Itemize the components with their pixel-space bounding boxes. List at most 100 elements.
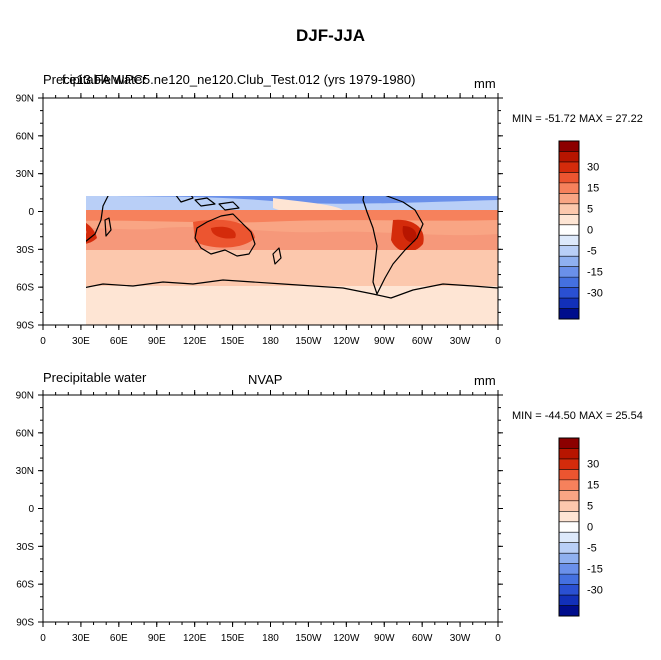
lon-label: 180 — [262, 633, 279, 644]
colorbar-swatch — [559, 287, 579, 299]
panel1-units: mm — [474, 76, 496, 91]
colorbar-label: 15 — [587, 183, 599, 195]
panel2-stats: MIN = -44.50 MAX = 25.54 — [512, 410, 643, 422]
lat-label: 30N — [16, 466, 34, 477]
colorbar-swatch — [559, 141, 579, 152]
lon-label: 30E — [72, 633, 90, 644]
lon-label: 180 — [262, 336, 279, 347]
colorbar-swatch — [559, 469, 579, 481]
colorbar-swatch — [559, 511, 579, 523]
lon-label: 0 — [40, 633, 46, 644]
colorbar-swatch — [559, 563, 579, 575]
colorbar-label: 5 — [587, 501, 593, 513]
colorbar-swatch — [559, 245, 579, 257]
colorbar-label: 5 — [587, 204, 593, 216]
colorbar-swatch — [559, 595, 579, 606]
lon-label: 30W — [450, 633, 471, 644]
colorbar-swatch — [559, 574, 579, 585]
colorbar-swatch — [559, 490, 579, 502]
lon-label: 0 — [495, 336, 501, 347]
lon-label: 90E — [148, 633, 166, 644]
lat-label: 0 — [28, 207, 34, 218]
colorbar-swatch — [559, 500, 579, 512]
colorbars: 30 15 5 0 -5 -15 -30 30 15 5 0 -5 -15 -30 — [558, 140, 603, 617]
lon-label: 60E — [110, 633, 128, 644]
lon-label: 60E — [110, 336, 128, 347]
colorbar-label: 30 — [587, 162, 599, 174]
colorbar-frame — [558, 437, 580, 617]
axis-ticks — [38, 93, 503, 627]
lat-label: 0 — [28, 504, 34, 515]
panel1-left-title: Precipitable water — [43, 72, 147, 87]
panel2-left-title: Precipitable water — [43, 370, 147, 385]
colorbar-swatch — [559, 172, 579, 184]
lon-label: 120E — [183, 336, 207, 347]
colorbar-frame — [558, 140, 580, 320]
colorbar-swatch — [559, 553, 579, 564]
colorbar-label: 0 — [587, 225, 593, 237]
panel2-map — [42, 394, 499, 623]
colorbar-swatch — [559, 479, 579, 491]
lon-label: 120W — [333, 336, 360, 347]
colorbar-swatch — [559, 161, 579, 173]
colorbar-swatch — [559, 224, 579, 236]
colorbar-label: -30 — [587, 287, 603, 299]
lon-label: 90W — [374, 633, 395, 644]
lon-label: 30E — [72, 336, 90, 347]
axis-tick-labels: 90N 60N 30N 0 30S 60S 90S 0 30E 60E 90E 120E 150E 180… — [16, 94, 502, 645]
lon-label: 60W — [412, 633, 433, 644]
lat-label: 90S — [16, 618, 34, 629]
lat-label: 60N — [16, 428, 34, 439]
lat-label: 30N — [16, 169, 34, 180]
colorbar-swatch — [559, 182, 579, 194]
lon-label: 0 — [495, 633, 501, 644]
lon-label: 150W — [295, 336, 322, 347]
colorbar-swatch — [559, 438, 579, 449]
colorbar-swatch — [559, 584, 579, 596]
colorbar-label: 30 — [587, 459, 599, 471]
colorbar-swatch — [559, 521, 579, 533]
panel1-map — [42, 97, 499, 326]
colorbar-swatch — [559, 235, 579, 247]
colorbar-label: -5 — [587, 245, 597, 257]
colorbar-label: 15 — [587, 480, 599, 492]
panel1-center-title: f.e13.FAMIPC5.ne120_ne120.Club_Test.012 … — [62, 72, 416, 87]
lon-label: 150E — [221, 633, 245, 644]
colorbar-swatch — [559, 448, 579, 460]
colorbar-label: -15 — [587, 266, 603, 278]
lat-label: 90N — [16, 94, 34, 105]
lon-label: 30W — [450, 336, 471, 347]
lon-label: 120W — [333, 633, 360, 644]
colorbar-label: -30 — [587, 584, 603, 596]
lat-label: 60S — [16, 580, 34, 591]
colorbar-label: 0 — [587, 522, 593, 534]
lon-label: 90E — [148, 336, 166, 347]
panel1-stats: MIN = -51.72 MAX = 27.22 — [512, 113, 643, 125]
colorbar-swatch — [559, 532, 579, 544]
colorbar-label: -5 — [587, 542, 597, 554]
panel2-center-title: NVAP — [248, 372, 283, 387]
colorbar-swatch — [559, 193, 579, 205]
lon-label: 90W — [374, 336, 395, 347]
colorbar-swatch — [559, 256, 579, 267]
colorbar-swatch — [559, 203, 579, 215]
panel2-units: mm — [474, 373, 496, 388]
figure-title: DJF-JJA — [296, 26, 365, 45]
lat-label: 30S — [16, 542, 34, 553]
lat-label: 60S — [16, 283, 34, 294]
colorbar-label: -15 — [587, 563, 603, 575]
colorbar-swatch — [559, 214, 579, 226]
colorbar-swatch — [559, 308, 579, 320]
lon-label: 150E — [221, 336, 245, 347]
lon-label: 0 — [40, 336, 46, 347]
colorbar-swatch — [559, 298, 579, 309]
lat-label: 60N — [16, 131, 34, 142]
lat-label: 30S — [16, 245, 34, 256]
lat-label: 90N — [16, 391, 34, 402]
colorbar-swatch — [559, 458, 579, 470]
colorbar-swatch — [559, 605, 579, 617]
lon-label: 150W — [295, 633, 322, 644]
lon-label: 120E — [183, 633, 207, 644]
lon-label: 60W — [412, 336, 433, 347]
